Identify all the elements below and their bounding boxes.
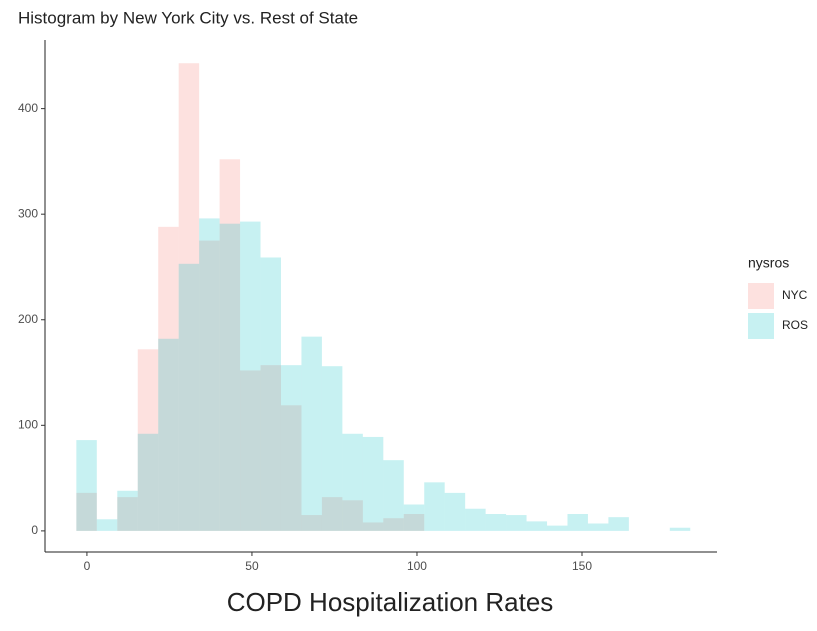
histogram-bar: [137, 433, 159, 531]
histogram-bar: [526, 521, 548, 531]
histogram-bar: [444, 492, 466, 531]
histogram-bar: [199, 218, 220, 531]
histogram-bar: [547, 525, 568, 531]
histogram-bar: [587, 523, 609, 531]
histogram-bar: [76, 492, 97, 531]
y-tick-label: 200: [18, 312, 38, 326]
histogram-bar: [301, 336, 322, 531]
legend-label: NYC: [782, 288, 808, 302]
histogram-bar: [362, 522, 384, 531]
histogram-bar: [465, 508, 486, 531]
histogram-bar: [117, 490, 138, 531]
x-axis-label: COPD Hospitalization Rates: [227, 587, 554, 617]
legend-swatch: [748, 313, 774, 339]
histogram-bar: [362, 436, 384, 531]
legend-title: nysros: [748, 255, 789, 271]
histogram-bar: [506, 515, 527, 531]
histogram-bar: [403, 504, 425, 531]
y-tick-label: 400: [18, 101, 38, 115]
histogram-bar: [280, 405, 302, 531]
histogram-bar: [178, 263, 200, 531]
histogram-bar: [669, 527, 691, 531]
histogram-bar: [240, 370, 261, 531]
y-tick-label: 100: [18, 417, 38, 431]
histogram-bar: [321, 497, 343, 531]
histogram-bar: [608, 517, 629, 531]
histogram-bar: [403, 513, 425, 531]
histogram-bar: [219, 223, 241, 531]
y-tick-label: 0: [31, 523, 38, 537]
histogram-bar: [260, 365, 281, 531]
x-tick-label: 50: [245, 559, 259, 573]
x-tick-label: 0: [84, 559, 91, 573]
legend-label: ROS: [782, 318, 808, 332]
histogram-bar: [424, 482, 445, 531]
histogram-bar: [260, 257, 281, 531]
histogram-bar: [117, 497, 138, 531]
histogram-bar: [342, 500, 363, 531]
histogram-bar: [76, 440, 97, 531]
histogram-bar: [280, 365, 302, 531]
histogram-bar: [485, 513, 507, 531]
histogram-bar: [137, 349, 159, 531]
histogram-bar: [321, 366, 343, 531]
histogram-bar: [178, 63, 200, 531]
x-tick-label: 150: [572, 559, 592, 573]
histogram-bar: [301, 515, 322, 531]
histogram-bar: [342, 433, 363, 531]
histogram-bar: [240, 221, 261, 531]
histogram-bar: [219, 159, 241, 531]
histogram-bar: [383, 518, 404, 531]
histogram-bar: [567, 513, 588, 531]
y-tick-label: 300: [18, 206, 38, 220]
histogram-bar: [158, 226, 179, 531]
legend-swatch: [748, 283, 774, 309]
chart-title: Histogram by New York City vs. Rest of S…: [18, 8, 358, 27]
histogram-bar: [199, 240, 220, 531]
histogram-bar: [158, 338, 179, 531]
histogram-bar: [383, 460, 404, 531]
x-tick-label: 100: [407, 559, 427, 573]
histogram-bar: [96, 519, 118, 531]
